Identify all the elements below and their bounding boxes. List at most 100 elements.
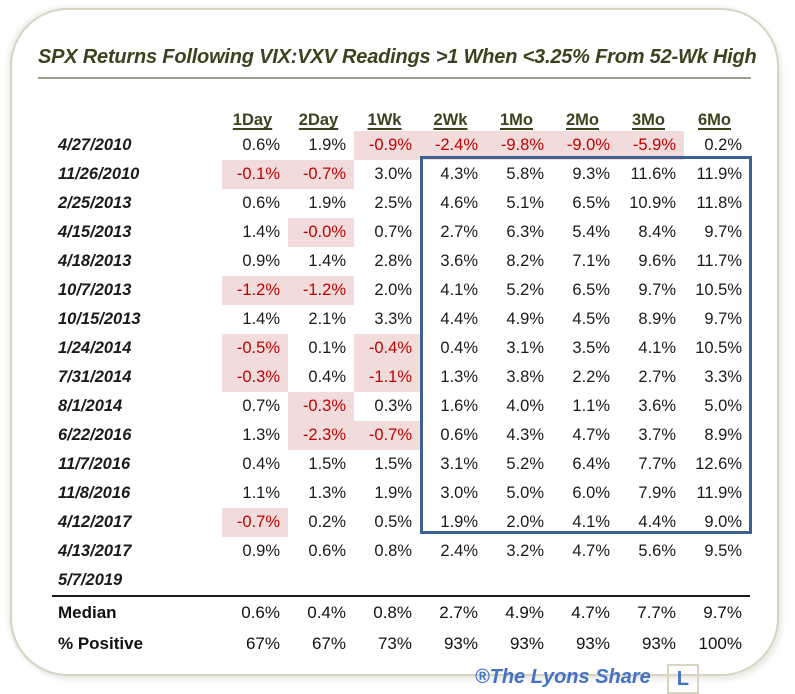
date-cell: 11/8/2016 [58,484,131,502]
date-cell: 4/12/2017 [58,513,132,531]
date-cell: 11/26/2010 [58,165,140,183]
value-cell: 3.8% [506,368,544,386]
table-row: 7/31/2014 -0.3% 0.4% -1.1% 1.3% 3.8% 2.2% 2.7% 3… [52,363,750,392]
value-cell: 3.6% [638,397,676,415]
column-header: 2Day [298,111,339,129]
summary-value-cell: 93% [509,634,544,653]
value-cell: 3.6% [440,252,478,270]
value-cell: 7.7% [638,455,676,473]
value-cell: -0.0% [288,218,354,247]
value-cell: 3.1% [440,455,478,473]
summary-value-cell: 73% [377,634,412,653]
value-cell: 2.1% [308,310,346,328]
value-cell: 4.3% [440,165,478,183]
summary-value-cell: 0.6% [222,595,288,628]
value-cell: 0.6% [242,136,280,154]
value-cell: -0.3% [288,392,354,421]
value-cell: 0.9% [242,252,280,270]
value-cell: 3.1% [506,339,544,357]
value-cell: 9.7% [704,223,742,241]
value-cell: 3.7% [638,426,676,444]
value-cell: 11.7% [696,252,742,270]
summary-value-cell: 7.7% [618,595,684,628]
value-cell: 5.6% [638,542,676,560]
value-cell: 1.4% [242,310,280,328]
rounded-card: SPX Returns Following VIX:VXV Readings >… [10,8,779,694]
value-cell: 0.2% [704,136,742,154]
value-cell: 5.0% [506,484,544,502]
value-cell: -5.9% [618,131,684,160]
value-cell: 1.4% [308,252,346,270]
column-header: 2Wk [433,111,468,129]
value-cell: 2.7% [638,368,676,386]
value-cell: 3.2% [506,542,544,560]
value-cell: 0.2% [308,513,346,531]
value-cell: 6.0% [572,484,610,502]
value-cell [618,566,684,596]
value-cell: 4.9% [506,310,544,328]
value-cell [288,566,354,596]
table-row: 11/7/2016 0.4% 1.5% 1.5% 3.1% 5.2% 6.4% 7.7% 12.… [52,450,750,479]
value-cell: 8.4% [638,223,676,241]
value-cell: 0.6% [242,194,280,212]
value-cell: 5.2% [506,281,544,299]
summary-value-cell: 9.7% [684,595,750,628]
date-cell: 6/22/2016 [58,426,132,444]
summary-value-cell: 4.9% [486,595,552,628]
table-row: 4/13/2017 0.9% 0.6% 0.8% 2.4% 3.2% 4.7% 5.6% 9.5… [52,537,750,566]
value-cell: 1.3% [440,368,478,386]
value-cell: -0.1% [222,160,288,189]
value-cell [684,566,750,596]
table-row: 1/24/2014 -0.5% 0.1% -0.4% 0.4% 3.1% 3.5% 4.1% 1… [52,334,750,363]
value-cell: -1.2% [288,276,354,305]
value-cell: -2.3% [288,421,354,450]
value-cell: 2.5% [374,194,412,212]
value-cell: 0.6% [440,426,478,444]
value-cell: 1.6% [440,397,478,415]
value-cell: 4.1% [638,339,676,357]
value-cell: 6.5% [572,194,610,212]
summary-label: % Positive [58,634,144,653]
value-cell: 6.3% [506,223,544,241]
value-cell: 10.5% [695,281,742,299]
value-cell: -9.0% [552,131,618,160]
table-row: 6/22/2016 1.3% -2.3% -0.7% 0.6% 4.3% 4.7% 3.7% 8… [52,421,750,450]
date-cell: 4/15/2013 [58,223,132,241]
value-cell: 1.3% [308,484,346,502]
value-cell: 2.7% [440,223,478,241]
value-cell: -2.4% [420,131,486,160]
value-cell: 3.0% [374,165,412,183]
value-cell: 0.1% [308,339,346,357]
date-cell: 10/7/2013 [58,281,132,299]
value-cell: 4.1% [572,513,610,531]
value-cell: 0.4% [242,455,280,473]
date-cell: 1/24/2014 [58,339,132,357]
date-column-header [52,103,222,131]
value-cell: 0.7% [374,223,412,241]
value-cell: 9.3% [572,165,610,183]
value-cell: 8.9% [704,426,742,444]
value-cell: 10.5% [695,339,742,357]
value-cell: 1.9% [308,136,346,154]
value-cell: 7.9% [638,484,676,502]
value-cell [420,566,486,596]
value-cell: 3.5% [572,339,610,357]
value-cell: 2.4% [440,542,478,560]
column-header: 1Wk [367,111,402,129]
value-cell: 5.8% [506,165,544,183]
value-cell: 11.8% [696,194,742,212]
value-cell: 12.6% [695,455,742,473]
value-cell: 3.3% [374,310,412,328]
returns-table-grid: 1Day 2Day 1Wk 2Wk 1Mo 2Mo 3Mo 6Mo 4/27/2010 0.6%… [52,103,750,659]
value-cell: 1.1% [572,397,610,415]
table-row: 4/15/2013 1.4% -0.0% 0.7% 2.7% 6.3% 5.4% 8.4% 9.… [52,218,750,247]
summary-value-cell: 4.7% [552,595,618,628]
value-cell: 4.6% [440,194,478,212]
value-cell: 3.3% [704,368,742,386]
summary-value-cell: 93% [575,634,610,653]
value-cell: 8.2% [506,252,544,270]
column-header: 2Mo [566,111,599,129]
value-cell: 1.4% [242,223,280,241]
date-cell: 8/1/2014 [58,397,123,415]
value-cell: 9.6% [638,252,676,270]
